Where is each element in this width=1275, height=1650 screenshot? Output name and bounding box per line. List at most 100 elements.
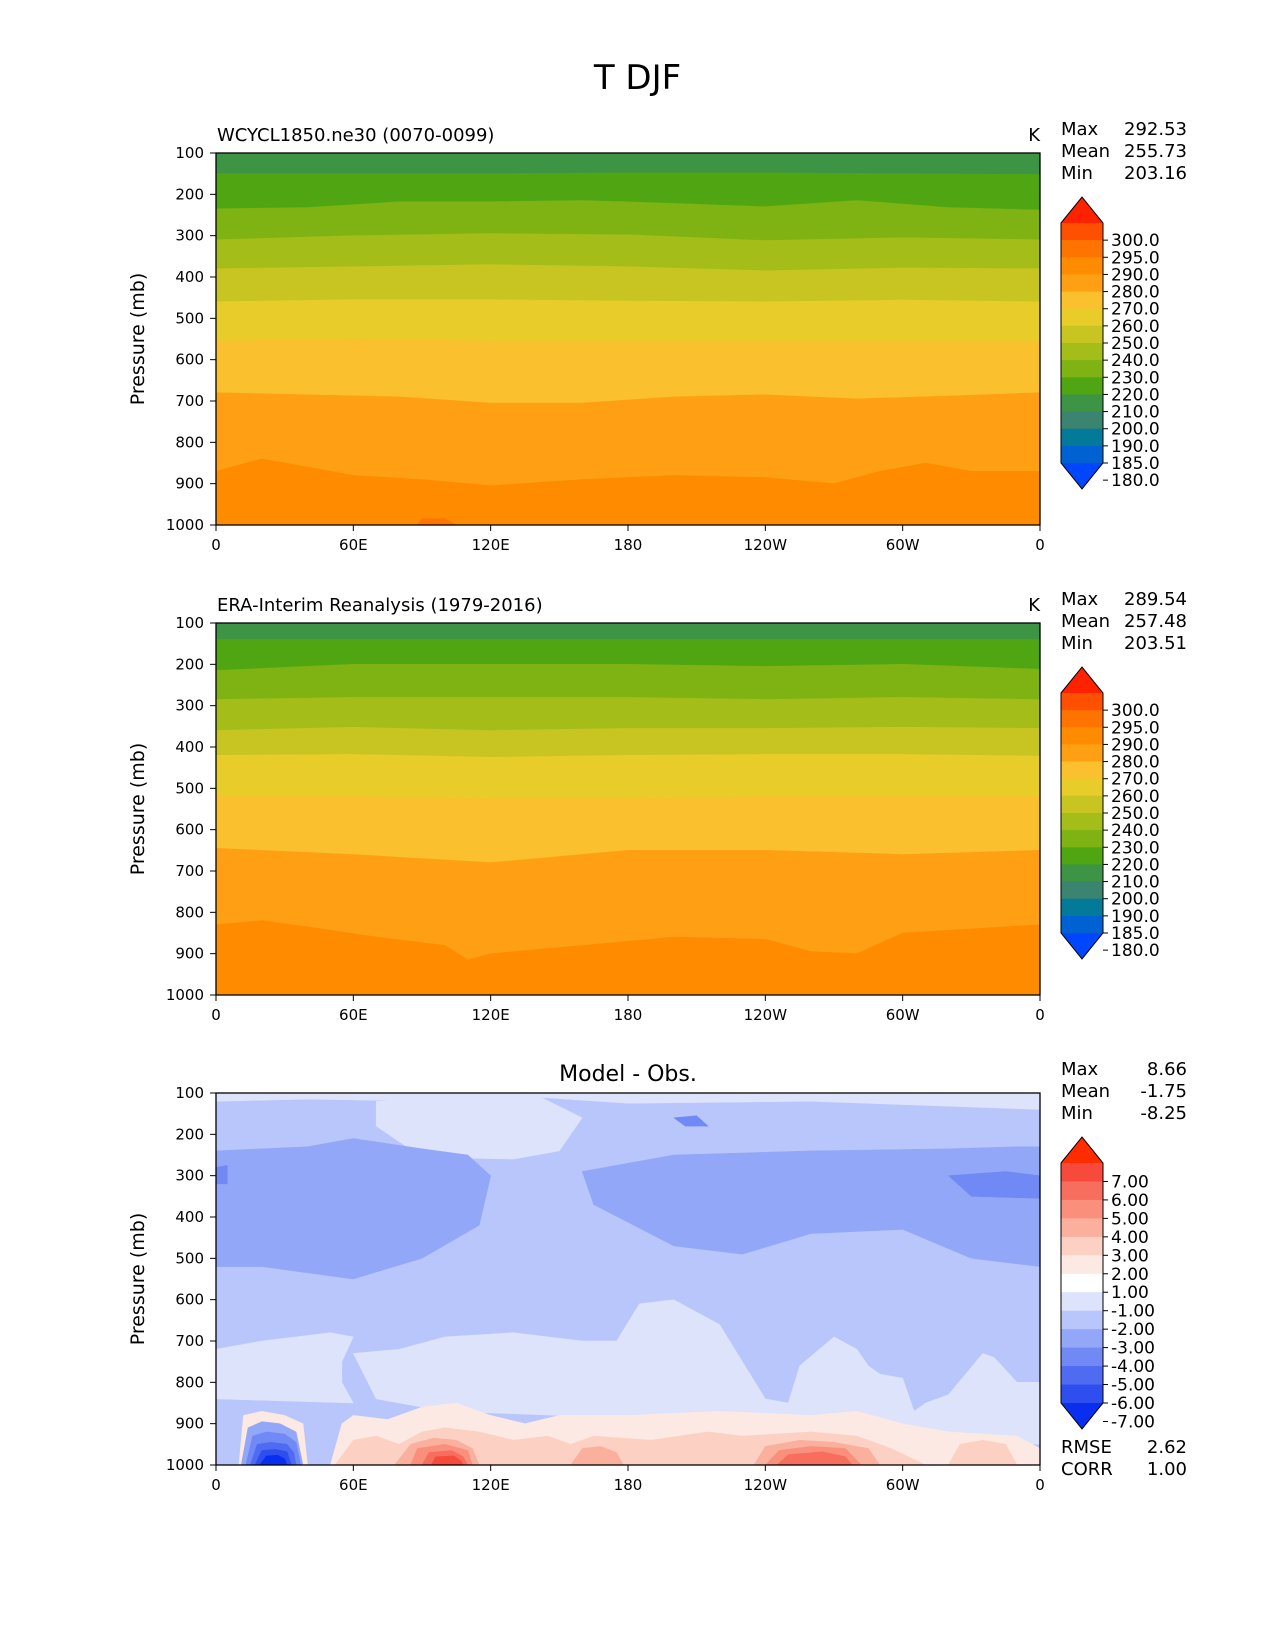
colorbar-label: 200.0	[1111, 420, 1160, 440]
colorbar: 300.0295.0290.0280.0270.0260.0250.0240.0…	[1060, 666, 1160, 961]
colorbar-label: 185.0	[1111, 924, 1160, 944]
contour-band-290	[216, 518, 1040, 525]
y-tick-label: 100	[175, 1084, 204, 1102]
panel-title: ERA-Interim Reanalysis (1979-2016)	[217, 595, 543, 616]
colorbar-segment	[1061, 1347, 1103, 1367]
colorbar-segment	[1061, 1273, 1103, 1293]
x-tick-label: 180	[614, 1476, 643, 1494]
colorbar-label: 295.0	[1111, 718, 1160, 738]
colorbar-extend-min	[1061, 1403, 1103, 1429]
colorbar-segment	[1061, 915, 1103, 934]
colorbar-label: 300.0	[1111, 231, 1160, 251]
x-tick-label: 120E	[472, 1006, 510, 1024]
y-tick-label: 200	[175, 655, 204, 673]
y-tick-label: 1000	[166, 516, 204, 534]
colorbar-segment	[1061, 847, 1103, 865]
colorbar-label: 190.0	[1111, 437, 1160, 457]
colorbar-segment	[1061, 1384, 1103, 1404]
y-tick-label: 700	[175, 862, 204, 880]
panel-1: 0 60E 120E 180 120W 60W 0 100 200 300 400 500 600 700…	[127, 119, 1187, 554]
colorbar-label: 240.0	[1111, 821, 1160, 841]
colorbar-segment	[1061, 898, 1103, 917]
x-tick-label: 120W	[744, 1476, 788, 1494]
stat-label-mean: Mean	[1061, 141, 1110, 162]
stat-label-max: Max	[1061, 119, 1099, 140]
y-tick-label: 800	[175, 433, 204, 451]
y-tick-label: 600	[175, 821, 204, 839]
colorbar-label: 185.0	[1111, 454, 1160, 474]
y-tick-label: 400	[175, 738, 204, 756]
colorbar-label: 295.0	[1111, 248, 1160, 268]
stat-value-max: 289.54	[1124, 589, 1187, 610]
colorbar-extend-min	[1061, 463, 1103, 489]
stat-label-max: Max	[1061, 1059, 1099, 1080]
x-tick-label: 0	[1035, 1006, 1045, 1024]
y-axis-label: Pressure (mb)	[127, 1213, 149, 1346]
x-tick-label: 0	[1035, 536, 1045, 554]
colorbar-segment	[1061, 428, 1103, 447]
colorbar-segment	[1061, 744, 1103, 763]
y-tick-label: 200	[175, 1125, 204, 1143]
colorbar-label: -5.00	[1111, 1376, 1155, 1396]
x-tick-label: 0	[211, 536, 221, 554]
colorbar-label: 270.0	[1111, 770, 1160, 790]
y-tick-label: 400	[175, 1208, 204, 1226]
colorbar-segment	[1061, 727, 1103, 745]
colorbar-label: 220.0	[1111, 385, 1160, 405]
stat-value-mean: 257.48	[1124, 611, 1187, 632]
x-tick-label: 60E	[339, 536, 368, 554]
stat-label-min: Min	[1061, 633, 1093, 654]
y-tick-label: 300	[175, 697, 204, 715]
diff-region-5	[216, 1164, 228, 1185]
colorbar-label: 5.00	[1111, 1209, 1149, 1229]
contour-band-280	[216, 458, 1040, 525]
colorbar: 300.0295.0290.0280.0270.0260.0250.0240.0…	[1060, 196, 1160, 491]
colorbar-label: -7.00	[1111, 1412, 1155, 1432]
colorbar-segment	[1061, 394, 1103, 413]
colorbar-segment	[1061, 223, 1103, 241]
colorbar-label: 200.0	[1111, 890, 1160, 910]
colorbar-segment	[1061, 1329, 1103, 1349]
colorbar-segment	[1061, 1218, 1103, 1238]
x-tick-label: 120W	[744, 1006, 788, 1024]
colorbar-segment	[1061, 1310, 1103, 1330]
y-tick-label: 800	[175, 903, 204, 921]
y-tick-label: 300	[175, 1167, 204, 1185]
colorbar-segment	[1061, 1292, 1103, 1312]
y-tick-label: 700	[175, 392, 204, 410]
colorbar-label: 7.00	[1111, 1172, 1149, 1192]
stat-label-min: Min	[1061, 1103, 1093, 1124]
y-tick-label: 600	[175, 351, 204, 369]
diff-region-0	[216, 1093, 1040, 1110]
stat-value-min: -8.25	[1140, 1103, 1187, 1124]
y-tick-label: 700	[175, 1332, 204, 1350]
x-tick-label: 60W	[886, 536, 920, 554]
colorbar-label: 260.0	[1111, 787, 1160, 807]
plot-area	[216, 153, 1040, 525]
colorbar-extend-max	[1061, 197, 1103, 223]
colorbar-label: 280.0	[1111, 753, 1160, 773]
stat-label-rmse: RMSE	[1061, 1437, 1112, 1458]
y-tick-label: 200	[175, 185, 204, 203]
y-tick-label: 500	[175, 309, 204, 327]
colorbar-label: 230.0	[1111, 368, 1160, 388]
diff-region-12	[948, 1439, 1018, 1465]
colorbar-segment	[1061, 830, 1103, 848]
units-label: K	[1028, 595, 1041, 616]
colorbar-label: 4.00	[1111, 1228, 1149, 1248]
colorbar-label: 2.00	[1111, 1265, 1149, 1285]
colorbar-extend-min	[1061, 933, 1103, 959]
diff-region-19	[776, 1451, 853, 1465]
colorbar-segment	[1061, 360, 1103, 378]
y-tick-label: 100	[175, 144, 204, 162]
colorbar-segment	[1061, 710, 1103, 728]
colorbar-segment	[1061, 1163, 1103, 1182]
panel-title: WCYCL1850.ne30 (0070-0099)	[217, 125, 494, 146]
x-tick-label: 180	[614, 1006, 643, 1024]
colorbar-label: 240.0	[1111, 351, 1160, 371]
colorbar-segment	[1061, 1255, 1103, 1275]
plot-area	[216, 1093, 1040, 1465]
x-tick-label: 60E	[339, 1006, 368, 1024]
colorbar-segment	[1061, 445, 1103, 464]
